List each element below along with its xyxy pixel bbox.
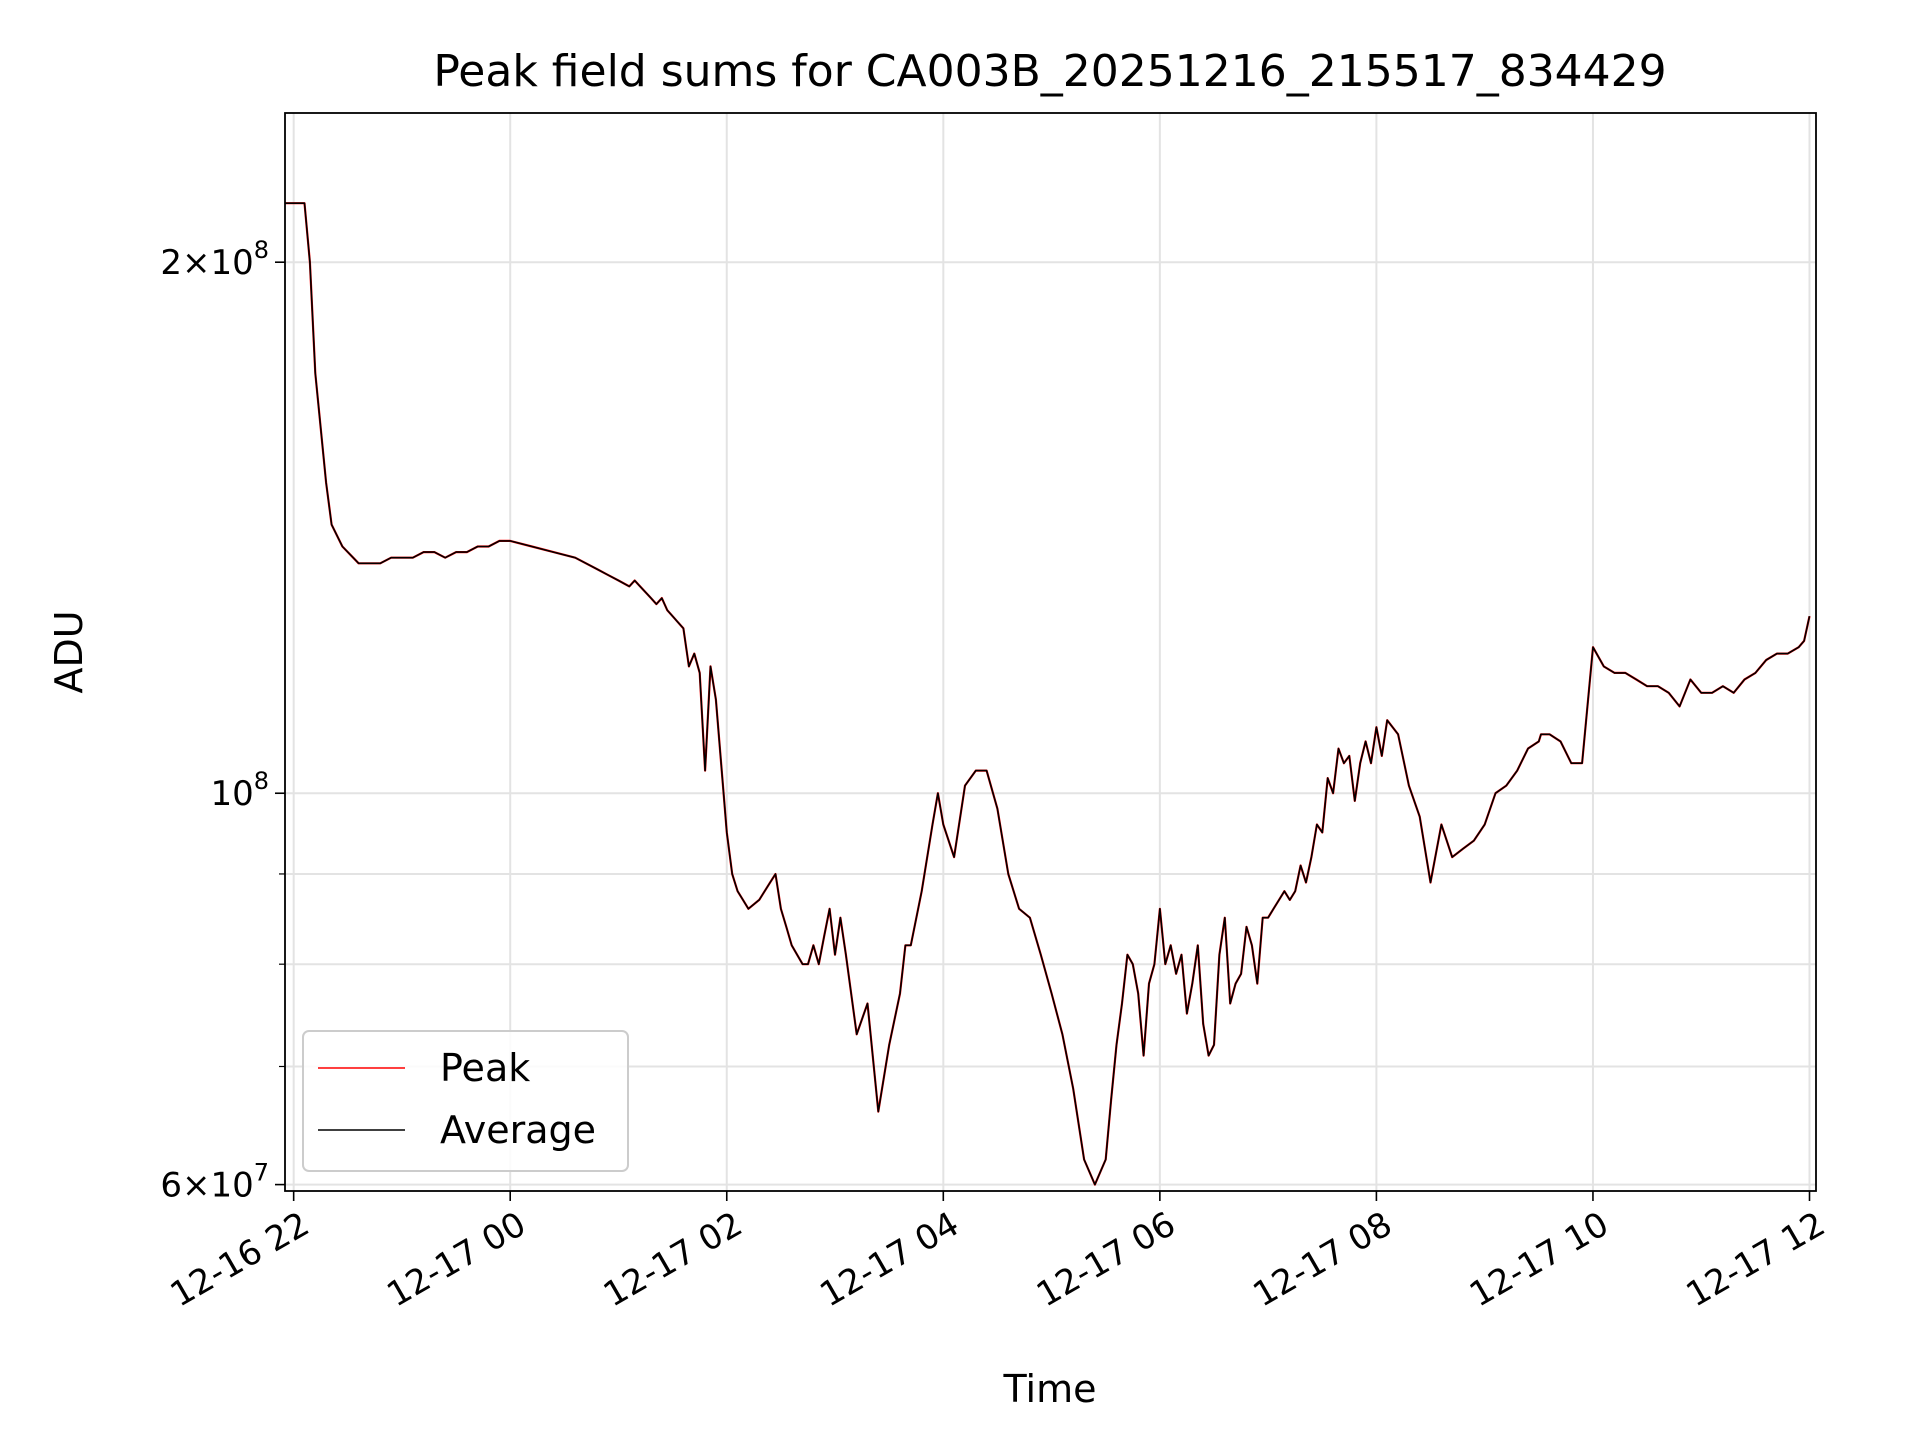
legend-average-label: Average xyxy=(440,1108,596,1152)
legend: Peak Average xyxy=(302,1030,629,1172)
chart-title: Peak field sums for CA003B_20251216_2155… xyxy=(433,46,1666,97)
series-lines xyxy=(285,202,1811,1186)
y-tick-label: 6×107 xyxy=(160,1159,269,1206)
plot-area-frame xyxy=(284,112,1817,1192)
legend-peak-label: Peak xyxy=(440,1046,530,1090)
y-axis-label: ADU xyxy=(47,610,91,693)
series-line-average xyxy=(285,202,1811,1186)
y-tick-label: 2×108 xyxy=(160,236,269,283)
legend-box xyxy=(302,1030,629,1172)
x-axis-label: Time xyxy=(1003,1367,1097,1411)
